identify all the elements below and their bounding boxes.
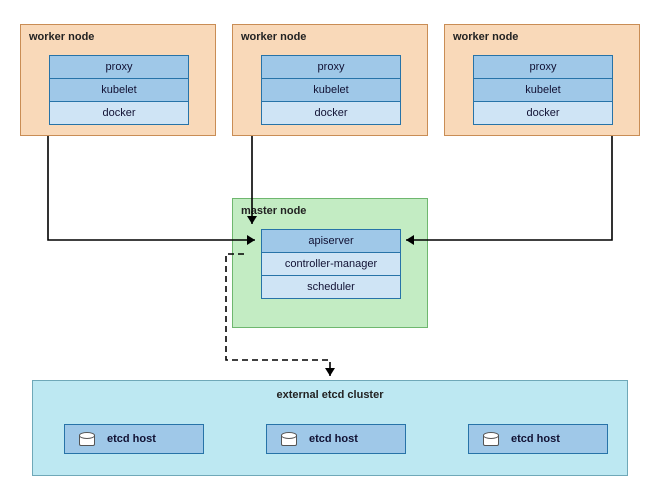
- master-scheduler: scheduler: [261, 275, 401, 299]
- database-icon: [483, 432, 497, 446]
- worker-3-kubelet: kubelet: [473, 78, 613, 102]
- etcd-host-2-label: etcd host: [309, 433, 358, 445]
- worker-3-stack: proxy kubelet docker: [473, 55, 613, 124]
- worker-node-3: worker node proxy kubelet docker: [444, 24, 640, 136]
- etcd-host-1: etcd host: [64, 424, 204, 454]
- master-apiserver: apiserver: [261, 229, 401, 253]
- worker-node-1-title: worker node: [29, 31, 94, 43]
- etcd-host-3-label: etcd host: [511, 433, 560, 445]
- worker-1-docker: docker: [49, 101, 189, 125]
- worker-node-3-title: worker node: [453, 31, 518, 43]
- worker-1-kubelet: kubelet: [49, 78, 189, 102]
- database-icon: [281, 432, 295, 446]
- database-icon: [79, 432, 93, 446]
- worker-node-2: worker node proxy kubelet docker: [232, 24, 428, 136]
- etcd-host-2: etcd host: [266, 424, 406, 454]
- worker-3-proxy: proxy: [473, 55, 613, 79]
- master-stack: apiserver controller-manager scheduler: [261, 229, 401, 298]
- worker-node-1: worker node proxy kubelet docker: [20, 24, 216, 136]
- master-node-title: master node: [241, 205, 306, 217]
- worker-2-stack: proxy kubelet docker: [261, 55, 401, 124]
- etcd-host-3: etcd host: [468, 424, 608, 454]
- worker-3-docker: docker: [473, 101, 613, 125]
- etcd-cluster-title: external etcd cluster: [33, 389, 627, 401]
- worker-1-proxy: proxy: [49, 55, 189, 79]
- worker-1-stack: proxy kubelet docker: [49, 55, 189, 124]
- etcd-host-1-label: etcd host: [107, 433, 156, 445]
- master-node: master node apiserver controller-manager…: [232, 198, 428, 328]
- master-controller-manager: controller-manager: [261, 252, 401, 276]
- worker-2-docker: docker: [261, 101, 401, 125]
- diagram-canvas: worker node proxy kubelet docker worker …: [0, 0, 658, 500]
- worker-2-kubelet: kubelet: [261, 78, 401, 102]
- worker-node-2-title: worker node: [241, 31, 306, 43]
- worker-2-proxy: proxy: [261, 55, 401, 79]
